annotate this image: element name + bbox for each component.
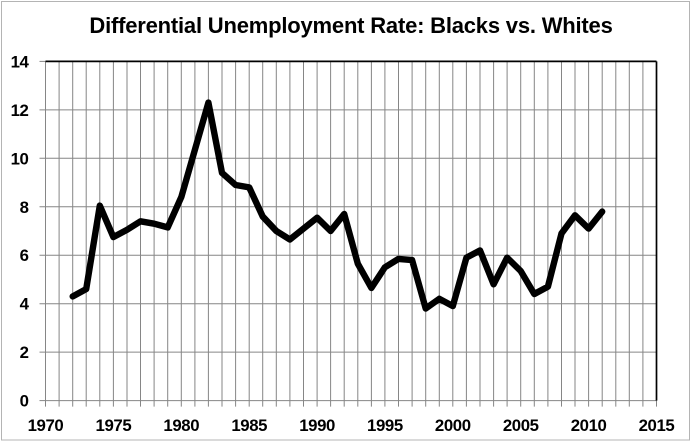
svg-text:2000: 2000 bbox=[435, 416, 471, 435]
svg-text:10: 10 bbox=[11, 149, 29, 168]
svg-text:1970: 1970 bbox=[28, 416, 64, 435]
svg-text:1985: 1985 bbox=[231, 416, 267, 435]
svg-text:8: 8 bbox=[20, 198, 29, 217]
svg-text:0: 0 bbox=[20, 392, 29, 411]
svg-text:1990: 1990 bbox=[299, 416, 335, 435]
svg-text:12: 12 bbox=[11, 101, 29, 120]
svg-text:1995: 1995 bbox=[367, 416, 403, 435]
svg-text:2005: 2005 bbox=[503, 416, 539, 435]
svg-text:2015: 2015 bbox=[639, 416, 675, 435]
svg-text:1980: 1980 bbox=[163, 416, 199, 435]
svg-text:2: 2 bbox=[20, 343, 29, 362]
svg-text:4: 4 bbox=[20, 295, 30, 314]
svg-text:6: 6 bbox=[20, 246, 29, 265]
svg-text:14: 14 bbox=[11, 52, 30, 71]
svg-text:1975: 1975 bbox=[96, 416, 132, 435]
svg-text:2010: 2010 bbox=[571, 416, 607, 435]
svg-text:Differential Unemployment Rate: Differential Unemployment Rate: Blacks v… bbox=[89, 13, 612, 38]
